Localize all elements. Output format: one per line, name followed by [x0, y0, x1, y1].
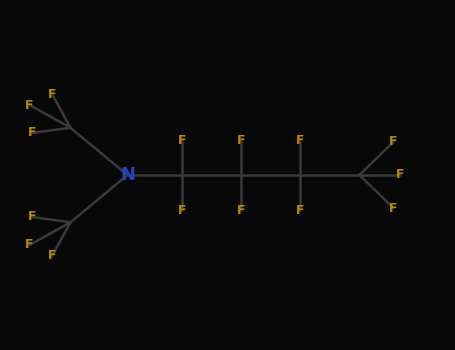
Text: F: F [237, 133, 245, 147]
Text: F: F [48, 249, 56, 262]
Text: N: N [120, 166, 135, 184]
Text: F: F [25, 238, 34, 252]
Text: F: F [48, 88, 56, 101]
Text: F: F [389, 135, 398, 148]
Text: F: F [28, 210, 36, 224]
Text: F: F [28, 126, 36, 140]
Text: F: F [396, 168, 404, 182]
Text: F: F [296, 133, 304, 147]
Text: F: F [178, 203, 186, 217]
Text: F: F [389, 202, 398, 215]
Text: F: F [237, 203, 245, 217]
Text: F: F [296, 203, 304, 217]
Text: F: F [178, 133, 186, 147]
Text: F: F [25, 98, 34, 112]
